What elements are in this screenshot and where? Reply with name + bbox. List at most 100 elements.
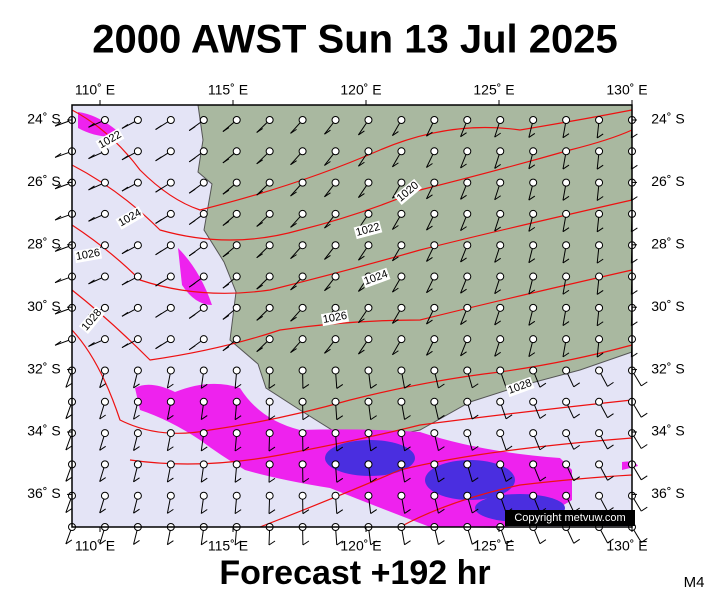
wind-barb-flag (256, 284, 263, 290)
isobar-label-bg (73, 246, 103, 264)
station (298, 178, 307, 187)
wind-barb-flag (562, 164, 570, 170)
isobar-label-bg (115, 206, 145, 230)
wind-barb-flag (336, 446, 344, 452)
station (199, 178, 208, 187)
station (529, 303, 538, 312)
station (430, 209, 439, 218)
station (232, 241, 241, 250)
lon-label: 130˚ E (606, 538, 647, 554)
station (100, 116, 109, 124)
wind-barb-flag (200, 509, 208, 514)
station (562, 397, 571, 406)
station (331, 241, 340, 250)
forecast-label: Forecast +192 hr (219, 554, 490, 592)
wind-barb-flag (133, 414, 140, 420)
wind-barb-flag (121, 186, 129, 192)
station (166, 460, 175, 469)
station (430, 429, 439, 438)
wind-barb-flag (438, 383, 445, 389)
wind-barb-flag (268, 477, 276, 483)
wind-barb-flag (188, 251, 196, 257)
station (166, 429, 175, 438)
wind-barb-flag (65, 539, 73, 545)
station (562, 116, 571, 124)
station (133, 272, 142, 281)
station (133, 491, 142, 500)
wind-barb-flag (460, 226, 467, 232)
station (562, 303, 571, 312)
model-label: M4 (684, 574, 705, 591)
wind-barb-flag (290, 222, 297, 228)
wind-barb-flag (607, 381, 614, 387)
station (100, 303, 109, 312)
station (199, 209, 208, 218)
station (166, 147, 175, 156)
station (463, 241, 472, 250)
station (166, 335, 175, 344)
lon-label: 110˚ E (75, 538, 115, 554)
wind-barb-flag (222, 252, 230, 258)
wind-barb-flag (290, 191, 297, 197)
wind-barb-flag (539, 476, 547, 482)
station (199, 366, 208, 375)
station (430, 147, 439, 156)
wind-barb-flag (392, 225, 399, 230)
station (265, 209, 274, 218)
station (133, 116, 142, 124)
isobar-label-bg (95, 128, 125, 152)
wind-barb-flag (188, 314, 196, 319)
station (364, 335, 373, 344)
station (331, 429, 340, 438)
lat-label: 34˚ S (651, 423, 684, 439)
station (265, 241, 274, 250)
wind-barb-flag (370, 415, 377, 421)
lon-label: 115˚ E (208, 82, 248, 98)
wind-barb-flag (471, 414, 479, 420)
station (430, 178, 439, 187)
station (562, 178, 571, 187)
station (265, 491, 274, 500)
station (166, 116, 175, 124)
wind-barb-flag (562, 352, 570, 358)
wind-barb-flag (471, 508, 479, 514)
wind-barb-flag (562, 195, 570, 201)
wind-barb-flag (596, 321, 604, 327)
station (463, 366, 472, 375)
wind-barb-flag (99, 539, 106, 545)
lat-label: 28˚ S (651, 236, 684, 252)
station (463, 116, 472, 124)
station (265, 460, 274, 469)
station (496, 335, 505, 344)
wind-barb-flag (222, 315, 230, 320)
station (562, 147, 571, 156)
wind-barb-flag (324, 129, 331, 135)
wind-barb-flag (562, 289, 570, 295)
station (199, 241, 208, 250)
station (430, 460, 439, 469)
station (199, 147, 208, 156)
station (430, 397, 439, 406)
wind-barb-flag (528, 164, 536, 170)
wind-barb-flag (494, 195, 501, 201)
wind-barb-flag (438, 446, 445, 452)
wind-barb-flag (200, 446, 208, 452)
wind-barb-flag (392, 256, 399, 262)
lat-label: 30˚ S (27, 298, 60, 314)
wind-barb-flag (404, 509, 411, 514)
station (298, 366, 307, 375)
station (463, 460, 472, 469)
station (232, 209, 241, 218)
wind-barb-flag (54, 215, 62, 221)
station (595, 147, 604, 156)
station (166, 178, 175, 187)
wind-barb-flag (494, 164, 501, 169)
wind-barb-flag (234, 540, 242, 546)
wind-barb-flag (121, 155, 129, 161)
wind-barb-flag (65, 382, 73, 388)
station (133, 303, 142, 312)
station (331, 366, 340, 375)
wind-barb-flag (573, 444, 581, 450)
station (232, 147, 241, 156)
